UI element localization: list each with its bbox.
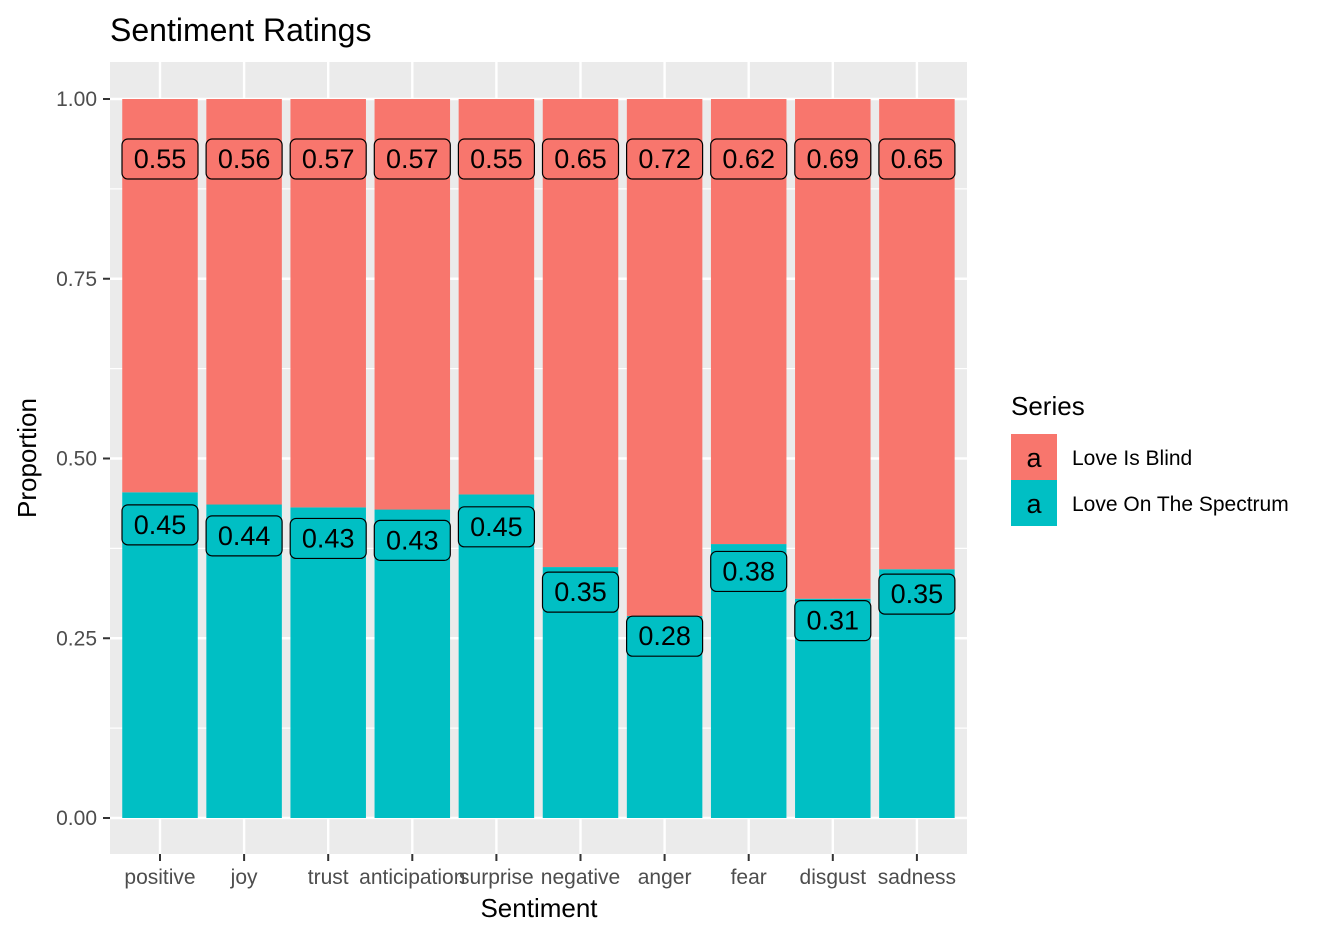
x-tick-label: trust	[308, 866, 349, 889]
y-tick-label: 0.75	[56, 268, 97, 291]
data-label: 0.45	[134, 510, 187, 540]
data-label-box	[205, 138, 283, 180]
data-label-box	[289, 517, 367, 560]
data-label: 0.35	[554, 577, 607, 607]
data-label: 0.45	[470, 512, 523, 542]
bar-segment-love-on-the-spectrum	[122, 492, 198, 818]
y-tick-label: 1.00	[56, 88, 97, 111]
x-tick-label: anger	[638, 866, 692, 889]
data-label: 0.57	[302, 144, 355, 174]
data-label: 0.56	[218, 144, 271, 174]
data-label: 0.43	[302, 523, 355, 553]
legend-key-glyph: a	[1026, 489, 1042, 519]
data-label: 0.72	[638, 144, 691, 174]
x-axis-title: Sentiment	[480, 893, 598, 923]
legend-key	[1011, 480, 1057, 526]
bar-segment-love-on-the-spectrum	[290, 507, 366, 818]
legend-label: Love On The Spectrum	[1072, 493, 1289, 516]
data-label-box	[373, 138, 451, 180]
data-label: 0.62	[722, 144, 775, 174]
y-tick-label: 0.00	[56, 807, 97, 830]
data-label-box	[625, 138, 704, 180]
data-label: 0.44	[218, 521, 271, 551]
data-label-box	[205, 515, 283, 557]
legend-key-glyph: a	[1026, 443, 1042, 473]
data-label-box	[710, 550, 788, 593]
bar-segment-love-is-blind	[626, 99, 703, 616]
x-tick-label: joy	[230, 866, 258, 889]
data-label: 0.43	[386, 525, 439, 555]
data-label: 0.35	[891, 579, 944, 609]
data-label: 0.65	[891, 144, 944, 174]
data-label-box	[289, 138, 367, 180]
bar-segment-love-is-blind	[795, 99, 871, 599]
chart-title: Sentiment Ratings	[110, 12, 371, 48]
data-label: 0.55	[470, 144, 523, 174]
data-label-box	[121, 138, 199, 180]
data-label: 0.57	[386, 144, 439, 174]
data-label-box	[625, 615, 704, 657]
data-label-box	[710, 138, 788, 180]
x-tick-label: anticipation	[359, 866, 465, 889]
data-label-box	[541, 571, 620, 613]
bar-segment-love-on-the-spectrum	[458, 494, 535, 818]
data-label: 0.31	[807, 606, 860, 636]
x-tick-label: negative	[541, 866, 620, 889]
data-label: 0.55	[134, 144, 187, 174]
legend: Series a Love Is Blind a Love On The Spectr…	[1011, 391, 1289, 526]
data-label-box	[121, 504, 199, 546]
x-tick-label: disgust	[800, 866, 867, 889]
data-label-box	[794, 138, 872, 180]
data-label-box	[878, 573, 956, 615]
data-label-box	[541, 138, 620, 180]
data-label: 0.69	[807, 144, 860, 174]
data-label-box	[373, 519, 451, 561]
data-label-box	[878, 138, 956, 180]
y-tick-label: 0.25	[56, 627, 97, 650]
legend-key	[1011, 434, 1057, 480]
data-label-box	[457, 506, 535, 548]
x-tick-label: sadness	[878, 866, 956, 889]
y-axis: 0.00 0.25 0.50 0.75 1.00	[56, 88, 110, 830]
data-label: 0.65	[554, 144, 607, 174]
x-tick-label: positive	[124, 866, 195, 889]
bar-labels: 0.55 0.45 0.56 0.44 0.57 0.43 0.57 0.43 0.55 0.45…	[121, 138, 956, 657]
legend-title: Series	[1011, 391, 1085, 421]
data-label: 0.38	[722, 556, 775, 586]
y-tick-label: 0.50	[56, 448, 97, 471]
x-tick-label: fear	[731, 866, 767, 889]
data-label-box	[794, 600, 872, 642]
data-label: 0.28	[638, 621, 691, 651]
data-label-box	[457, 138, 535, 180]
legend-label: Love Is Blind	[1072, 447, 1192, 470]
y-axis-title: Proportion	[12, 398, 42, 518]
x-tick-label: surprise	[459, 866, 534, 889]
bar-segment-love-on-the-spectrum	[206, 504, 282, 818]
